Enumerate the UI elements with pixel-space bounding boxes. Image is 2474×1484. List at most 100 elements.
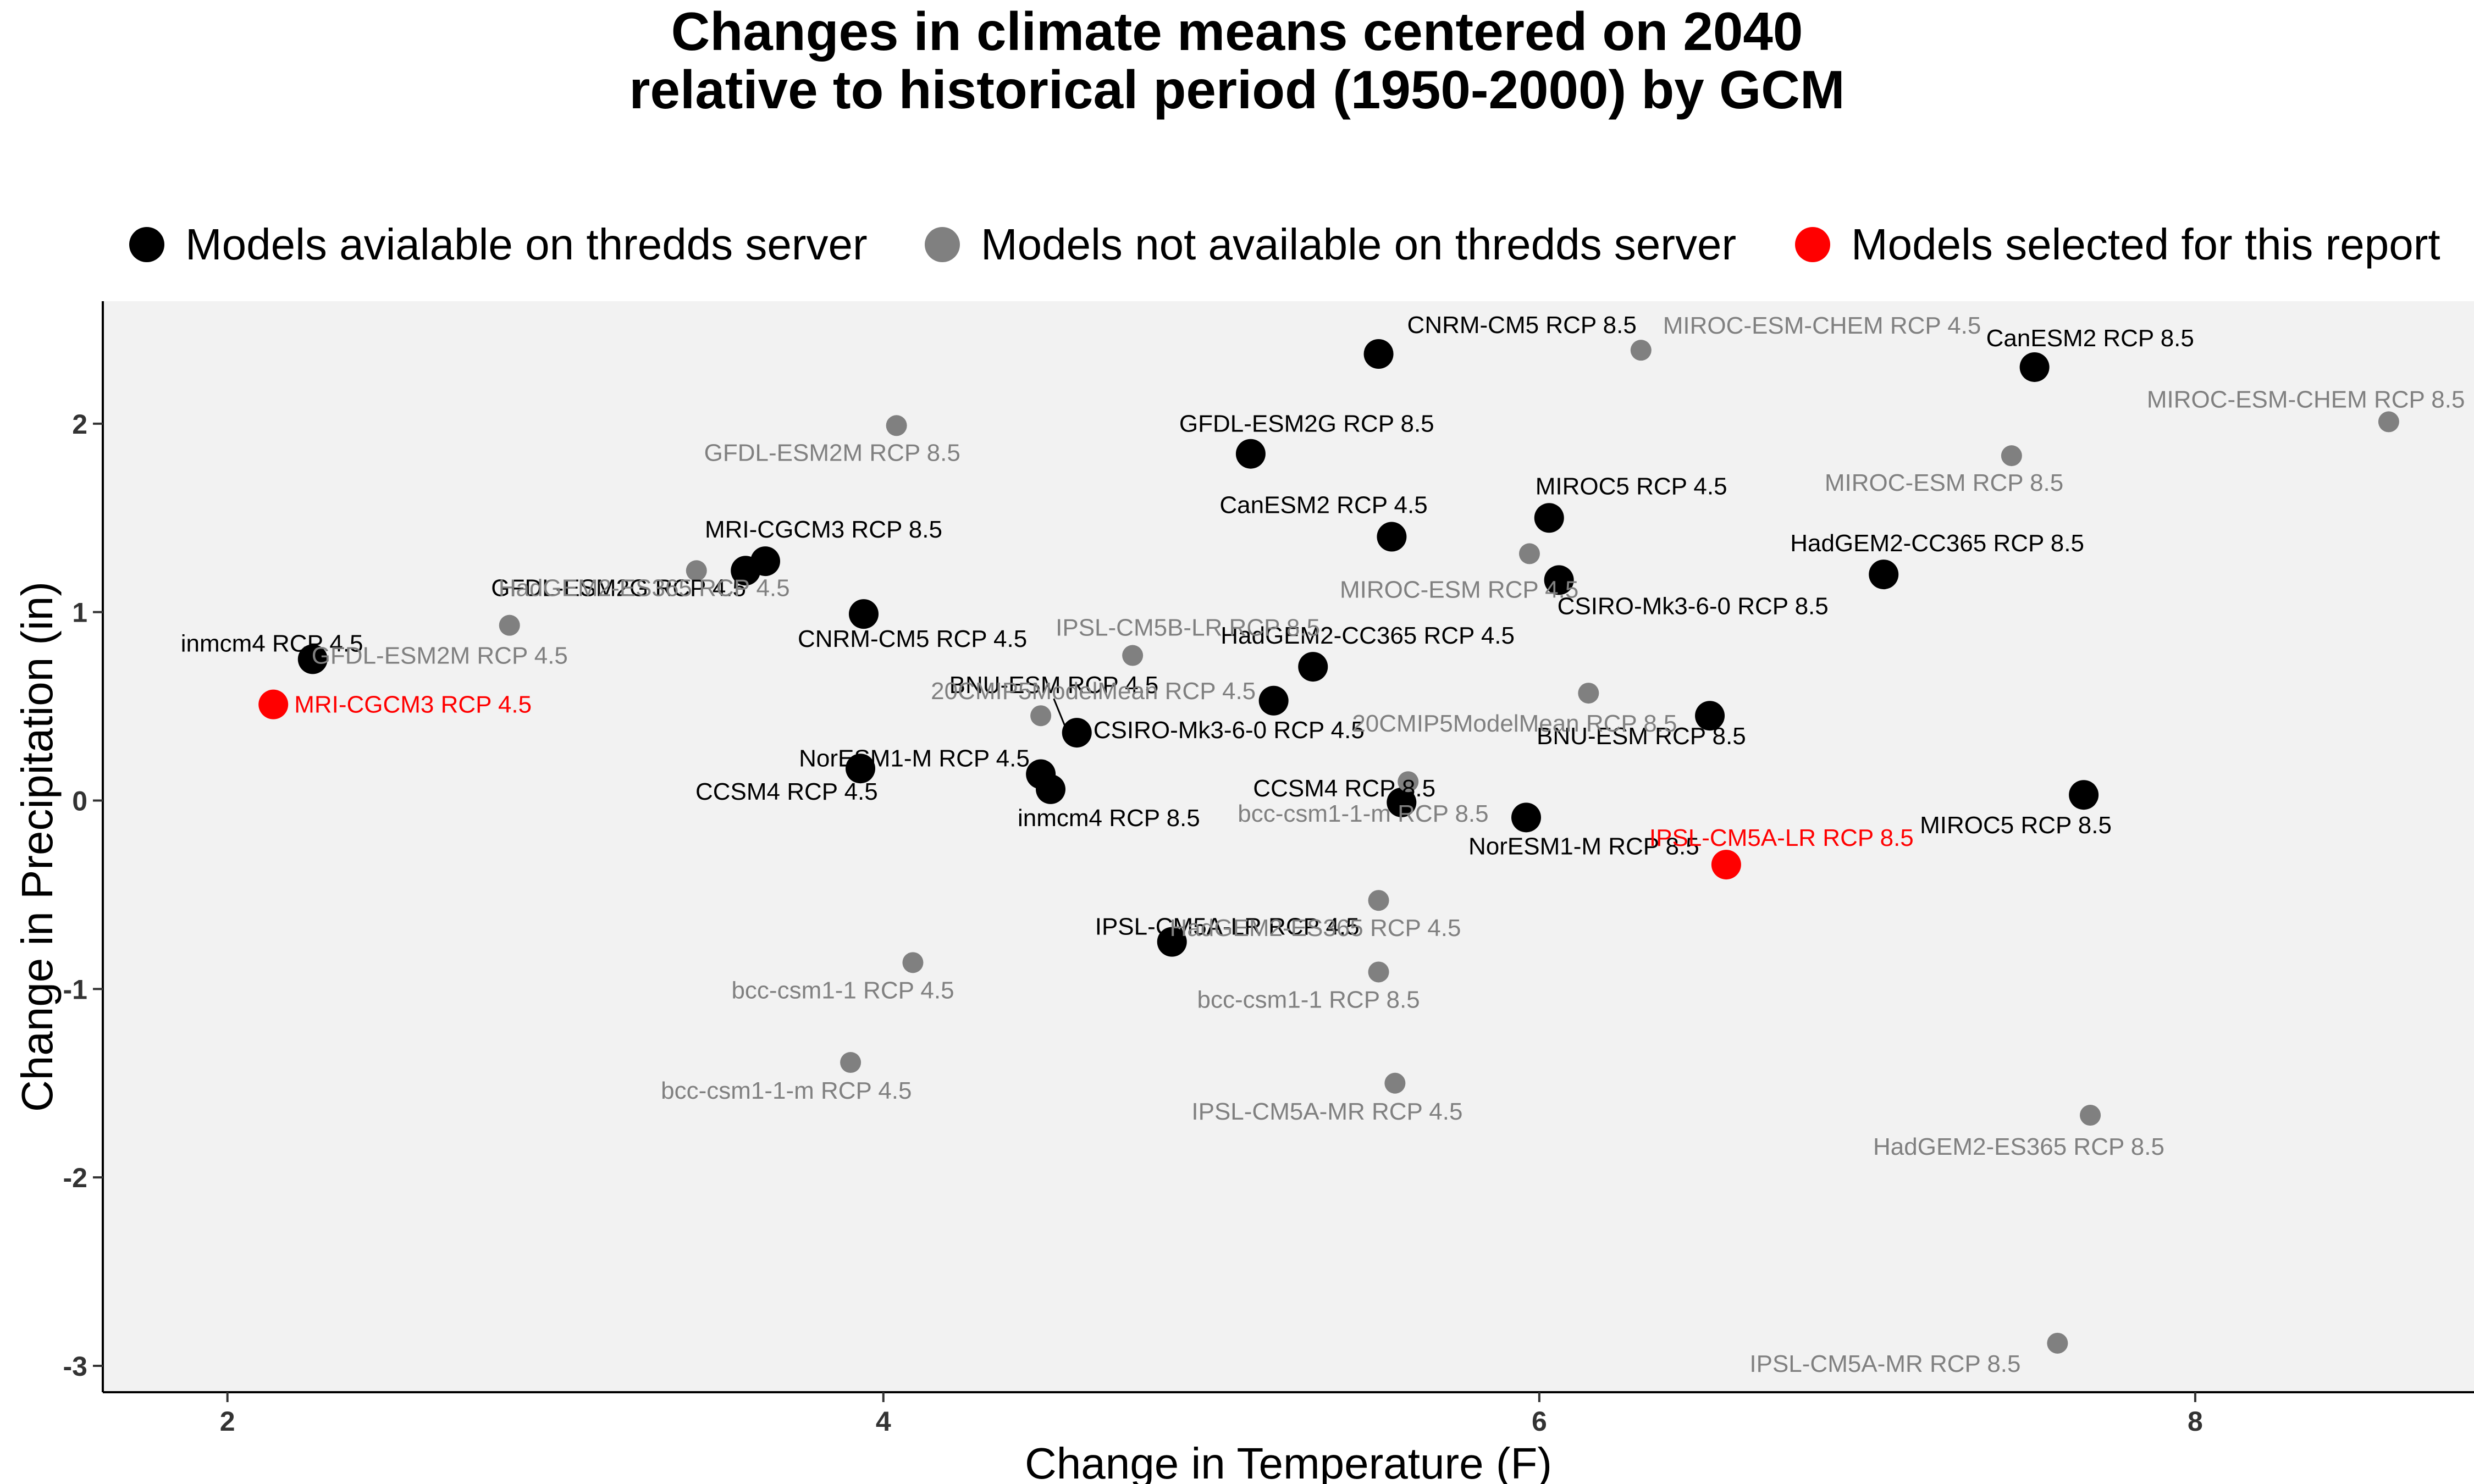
y-tick-label: 2 (72, 409, 87, 440)
data-point (686, 560, 707, 582)
data-point-label: GFDL-ESM2G RCP 4.5 (491, 574, 746, 601)
data-point (297, 644, 328, 674)
x-axis-title: Change in Temperature (F) (1025, 1439, 1552, 1484)
data-point (1511, 802, 1541, 833)
data-point (731, 556, 761, 586)
data-point (1518, 543, 1540, 564)
data-point (1695, 701, 1725, 731)
data-point-label: CNRM-CM5 RCP 4.5 (798, 625, 1027, 652)
chart-legend: Models avialable on thredds server Model… (0, 214, 2474, 275)
plot-panel (103, 301, 2474, 1392)
data-point-label: MIROC-ESM RCP 4.5 (1340, 576, 1578, 603)
data-point (1368, 890, 1389, 911)
legend-item-not-available: Models not available on thredds server (925, 214, 1736, 275)
data-point (1578, 683, 1599, 704)
data-point-label: GFDL-ESM2M RCP 8.5 (704, 439, 960, 466)
data-point-label: CSIRO-Mk3-6-0 RCP 4.5 (1094, 717, 1365, 744)
data-point (1157, 927, 1187, 957)
data-point-label: IPSL-CM5B-LR RCP 8.5 (1056, 614, 1320, 641)
data-point-label: MIROC5 RCP 4.5 (1536, 473, 1727, 500)
data-point-label: HadGEM2-ES365 RCP 4.5 (499, 574, 790, 601)
data-point-label: MIROC-ESM RCP 8.5 (1825, 469, 2063, 496)
data-point-label: MRI-CGCM3 RCP 8.5 (705, 516, 942, 543)
data-point (1062, 718, 1092, 748)
data-point (1036, 774, 1066, 804)
y-tick-label: 0 (72, 786, 87, 817)
chart-title-line-2: relative to historical period (1950-2000… (629, 59, 1845, 120)
data-point-label: MIROC-ESM-CHEM RCP 4.5 (1663, 312, 1981, 339)
data-point-label: HadGEM2-ES365 RCP 4.5 (1170, 915, 1461, 942)
data-point (2069, 780, 2099, 810)
data-point (1398, 771, 1419, 793)
x-tick-label: 6 (1532, 1406, 1547, 1437)
data-point-label: GFDL-ESM2M RCP 4.5 (312, 643, 568, 669)
data-point-label: CanESM2 RCP 4.5 (1219, 492, 1427, 519)
data-point-label: MIROC5 RCP 8.5 (1920, 812, 2112, 839)
data-point (499, 614, 520, 636)
data-point-label: CCSM4 RCP 8.5 (1253, 775, 1435, 802)
data-point (1235, 439, 1266, 469)
label-leader-line (1053, 698, 1067, 729)
data-point (902, 952, 924, 973)
data-point (1377, 522, 1407, 552)
data-point (2080, 1105, 2101, 1126)
y-axis-title: Change in Precipitation (in) (13, 582, 62, 1112)
legend-item-selected: Models selected for this report (1795, 214, 2440, 275)
y-tick-label: -1 (63, 974, 87, 1005)
data-point (1368, 961, 1389, 983)
data-point-label: bcc-csm1-1-m RCP 4.5 (661, 1077, 912, 1104)
chart-title: Changes in climate means centered on 204… (0, 0, 2474, 119)
data-point-label: 20CMIP5ModelMean RCP 4.5 (931, 678, 1256, 705)
data-point-label: IPSL-CM5A-MR RCP 8.5 (1749, 1350, 2020, 1377)
data-point-label: MRI-CGCM3 RCP 4.5 (294, 691, 532, 718)
data-point-label: GFDL-ESM2G RCP 8.5 (1179, 411, 1434, 438)
data-point (1384, 1072, 1406, 1094)
legend-label-not-available: Models not available on thredds server (981, 220, 1737, 269)
data-point-label: CSIRO-Mk3-6-0 RCP 8.5 (1558, 593, 1829, 619)
data-point-label: HadGEM2-CC365 RCP 8.5 (1790, 530, 2084, 557)
data-point (2047, 1332, 2068, 1354)
data-point (2378, 411, 2399, 433)
data-point-label: BNU-ESM RCP 4.5 (949, 672, 1159, 699)
data-point (1363, 339, 1394, 369)
data-point-label: NorESM1-M RCP 4.5 (799, 745, 1030, 772)
data-point (2019, 352, 2050, 382)
data-point (1711, 850, 1741, 880)
data-point-label: HadGEM2-CC365 RCP 4.5 (1221, 622, 1515, 649)
data-point (1387, 787, 1417, 817)
x-tick-label: 4 (876, 1406, 891, 1437)
legend-item-available: Models avialable on thredds server (129, 214, 868, 275)
data-point-label: bcc-csm1-1-m RCP 8.5 (1238, 800, 1488, 827)
data-point (1544, 565, 1574, 595)
y-tick-label: -2 (63, 1162, 87, 1193)
data-point (846, 754, 876, 784)
data-point (1630, 340, 1652, 361)
data-point-label: IPSL-CM5A-LR RCP 4.5 (1095, 913, 1360, 940)
chart-title-line-1: Changes in climate means centered on 204… (671, 1, 1803, 62)
data-point (2001, 445, 2022, 467)
data-point-label: CNRM-CM5 RCP 8.5 (1407, 312, 1637, 339)
data-point-label: CanESM2 RCP 8.5 (1986, 325, 2194, 352)
x-tick-label: 8 (2188, 1406, 2203, 1437)
data-point (848, 599, 879, 629)
data-point-label: MIROC-ESM-CHEM RCP 8.5 (2147, 386, 2465, 413)
data-point-label: 20CMIP5ModelMean RCP 8.5 (1352, 710, 1677, 737)
data-point (1298, 652, 1328, 682)
data-point (1258, 685, 1289, 716)
data-point (1869, 560, 1899, 590)
data-point-label: IPSL-CM5A-MR RCP 4.5 (1191, 1098, 1462, 1125)
data-point-label: NorESM1-M RCP 8.5 (1468, 833, 1699, 860)
legend-dot-not-available (925, 227, 960, 262)
legend-dot-selected (1795, 227, 1830, 262)
data-point-label: BNU-ESM RCP 8.5 (1537, 723, 1746, 750)
data-point-label: inmcm4 RCP 4.5 (181, 630, 363, 657)
data-point (258, 689, 289, 719)
y-tick-label: 1 (72, 597, 87, 628)
data-point-label: bcc-csm1-1 RCP 4.5 (731, 977, 954, 1004)
y-tick-label: -3 (63, 1351, 87, 1382)
data-point (1534, 503, 1564, 533)
legend-dot-available (129, 227, 164, 262)
data-point-label: IPSL-CM5A-LR RCP 8.5 (1649, 824, 1914, 851)
data-point-label: CCSM4 RCP 4.5 (695, 778, 878, 805)
